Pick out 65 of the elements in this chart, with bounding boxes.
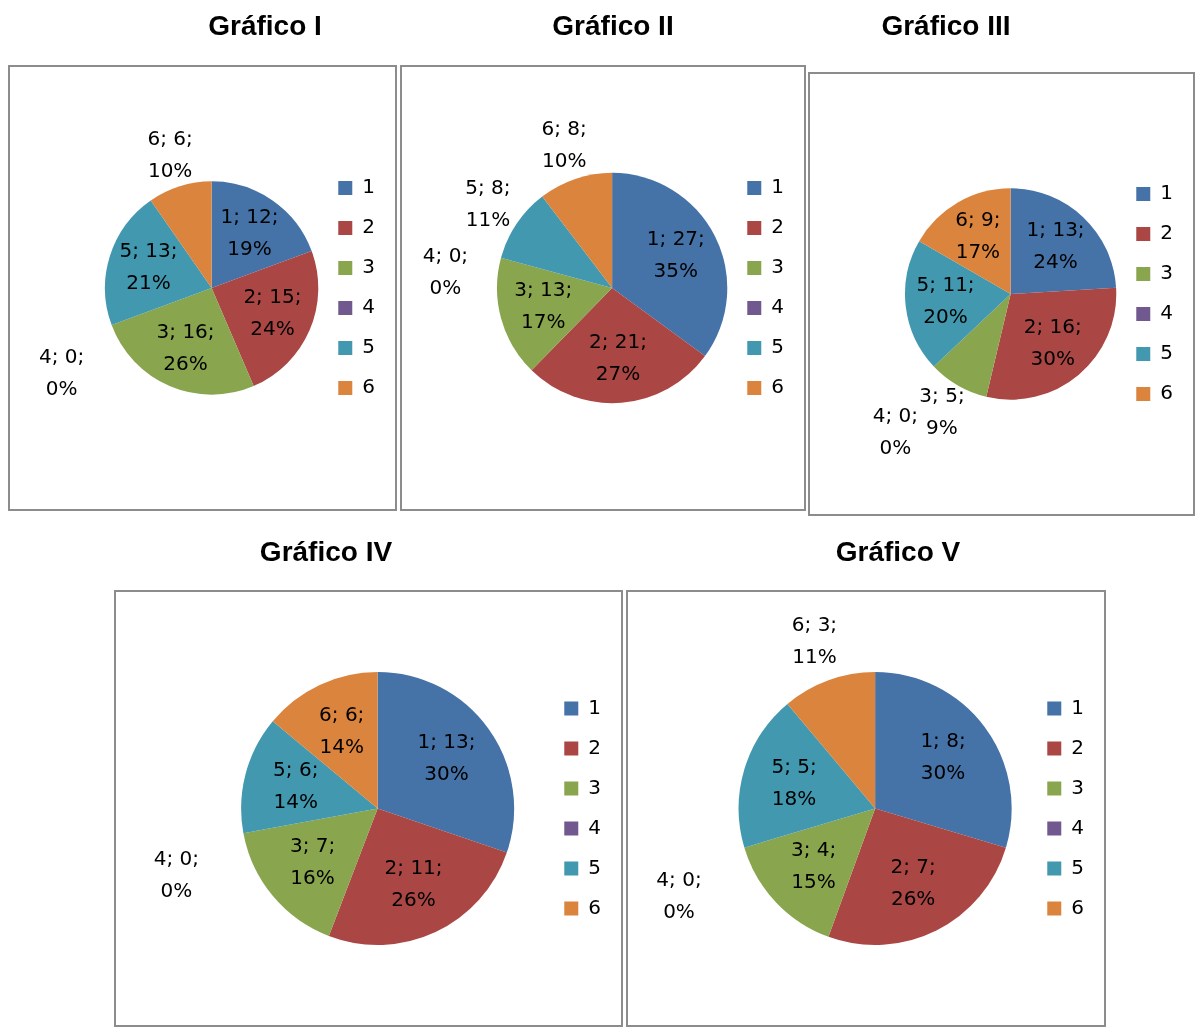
legend-label: 2 [362, 214, 376, 239]
legend-label: 5 [1071, 854, 1085, 879]
data-label: 6; 6; 10% [147, 125, 193, 182]
legend-label: 1 [1160, 180, 1174, 205]
data-label: 2; 21; 27% [588, 329, 647, 386]
text: 4; 0; 0% [153, 845, 199, 902]
legend-label: 5 [771, 334, 785, 359]
data-label: 3; 7; 16% [289, 832, 336, 889]
data-label: 6; 3; 11% [791, 611, 838, 668]
legend-label: 6 [1071, 894, 1085, 919]
chart-title: Gráfico I [207, 10, 323, 42]
data-label: 5; 13; 21% [119, 238, 178, 295]
legend-label: 6 [588, 894, 602, 919]
data-label: 5; 5; 18% [771, 754, 817, 811]
legend-label: 3 [362, 254, 376, 279]
legend-label: 6 [1160, 380, 1174, 405]
data-label: 5; 6; 14% [273, 757, 319, 814]
data-label: 3; 13; 17% [514, 276, 573, 333]
data-label: 2; 11; 26% [384, 855, 443, 912]
data-label: 2; 15; 24% [243, 284, 302, 341]
data-label: 5; 8; 11% [465, 174, 511, 231]
data-label: 6; 9; 17% [955, 207, 1001, 264]
data-label: 2; 16; 30% [1023, 314, 1082, 371]
data-label: 1; 8; 30% [920, 728, 966, 785]
legend-label: 5 [1160, 340, 1174, 365]
legend-label: 6 [362, 374, 376, 399]
data-label: 5; 11; 20% [916, 271, 975, 328]
chart-title: Gráfico IV [258, 536, 394, 568]
legend-label: 4 [588, 814, 602, 839]
data-label: 6; 8; 10% [541, 116, 587, 173]
data-label: 3; 4; 15% [790, 836, 837, 893]
legend-label: 2 [1071, 734, 1085, 759]
chart-title: Gráfico II [551, 10, 675, 42]
legend-label: 6 [771, 374, 785, 399]
data-label: 3; 5; 9% [919, 383, 965, 440]
legend-label: 2 [588, 734, 602, 759]
chart-title: Gráfico V [834, 536, 962, 568]
text: 4; 0; 0% [656, 867, 702, 924]
text: 4; 0; 0% [38, 343, 85, 400]
text: 4; 0; 0% [422, 242, 469, 299]
data-label: 6; 6; 14% [319, 702, 365, 759]
chart-title: Gráfico III [880, 10, 1012, 42]
legend-label: 2 [771, 214, 785, 239]
legend-label: 4 [1071, 814, 1085, 839]
legend-label: 1 [362, 174, 376, 199]
data-label: 1; 12; 19% [220, 203, 279, 260]
data-label: 1; 13; 30% [417, 729, 476, 786]
legend-label: 3 [1071, 774, 1085, 799]
legend-label: 1 [588, 694, 602, 719]
legend-label: 3 [588, 774, 602, 799]
legend-label: 5 [362, 334, 376, 359]
legend-label: 4 [362, 294, 376, 319]
legend-label: 2 [1160, 220, 1174, 245]
data-label: 1; 13; 24% [1026, 216, 1085, 273]
data-label: 2; 7; 26% [890, 854, 936, 911]
legend-label: 4 [771, 294, 785, 319]
legend-label: 5 [588, 854, 602, 879]
legend-label: 3 [1160, 260, 1174, 285]
data-label: 3; 16; 26% [156, 318, 215, 375]
legend-label: 1 [1071, 694, 1085, 719]
legend-label: 1 [771, 174, 785, 199]
data-label: 1; 27; 35% [646, 225, 705, 282]
legend-label: 4 [1160, 300, 1174, 325]
text: 4; 0; 0% [872, 402, 919, 459]
legend-label: 3 [771, 254, 785, 279]
